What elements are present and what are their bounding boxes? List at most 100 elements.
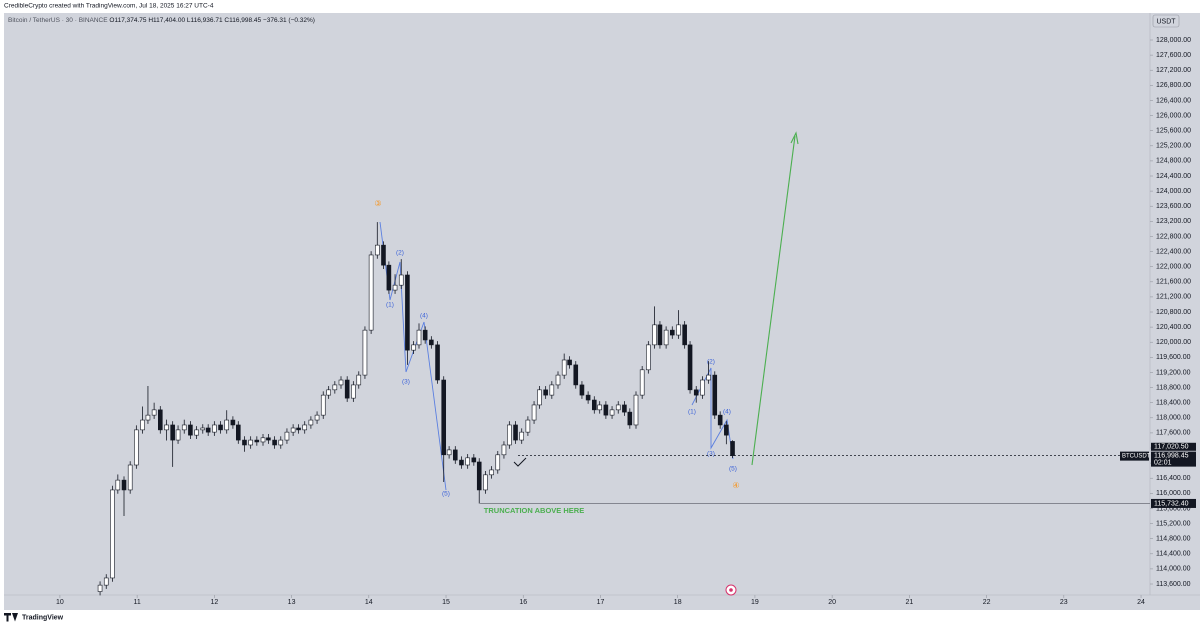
x-tick-label: 21 bbox=[905, 599, 913, 606]
candle-body bbox=[332, 384, 338, 391]
candle-body bbox=[489, 469, 494, 476]
candle-body bbox=[669, 329, 675, 336]
wave-label: (2) bbox=[707, 359, 715, 366]
candle-body bbox=[127, 464, 133, 491]
candle-body bbox=[627, 411, 633, 426]
y-tick-label: 115,600.00 bbox=[1156, 505, 1191, 512]
candle-body bbox=[188, 424, 193, 436]
candle-body bbox=[248, 439, 253, 446]
target-arrow bbox=[751, 135, 796, 466]
candle-body bbox=[121, 479, 127, 491]
y-tick-label: 122,800.00 bbox=[1156, 233, 1191, 240]
candle-body bbox=[682, 324, 687, 346]
y-tick-label: 125,600.00 bbox=[1156, 128, 1191, 135]
truncation-note: TRUNCATION ABOVE HERE bbox=[484, 506, 584, 515]
wave-label: ③ bbox=[374, 199, 381, 208]
y-tick-label: 113,600.00 bbox=[1156, 581, 1191, 588]
wave-label: (3) bbox=[402, 379, 410, 386]
y-tick-label: 122,400.00 bbox=[1156, 248, 1191, 255]
currency-box[interactable] bbox=[1152, 14, 1180, 28]
candle-body bbox=[194, 429, 199, 436]
y-tick-label: 114,800.00 bbox=[1156, 536, 1191, 543]
candle-body bbox=[260, 437, 266, 443]
currency[interactable]: USDT bbox=[1156, 18, 1176, 25]
candle-body bbox=[296, 427, 301, 431]
candle-body bbox=[302, 424, 308, 431]
candle-body bbox=[657, 324, 663, 346]
candle-body bbox=[362, 329, 368, 376]
x-tick-label: 20 bbox=[828, 599, 836, 606]
y-tick-label: 119,200.00 bbox=[1156, 369, 1191, 376]
candle-body bbox=[476, 461, 482, 491]
candle-body bbox=[561, 359, 567, 376]
legend-close: C116,998.45 bbox=[224, 17, 261, 24]
candle-body bbox=[381, 244, 386, 266]
candle-body bbox=[700, 379, 705, 396]
candle-body bbox=[416, 329, 422, 346]
wave-label: (1) bbox=[386, 302, 394, 309]
y-tick-label: 127,200.00 bbox=[1156, 67, 1191, 74]
wave-label: ④ bbox=[732, 481, 739, 490]
price-line-box bbox=[1151, 498, 1196, 508]
candle-body bbox=[411, 344, 416, 351]
candle-body bbox=[573, 364, 579, 386]
candle-body bbox=[441, 379, 447, 456]
y-tick-label: 116,000.00 bbox=[1156, 490, 1191, 497]
wave-label: (4) bbox=[420, 313, 428, 320]
candle-body bbox=[314, 414, 320, 421]
candle-body bbox=[151, 409, 157, 416]
candle-body bbox=[435, 344, 440, 381]
candle-body bbox=[495, 454, 501, 471]
y-tick-label: 123,600.00 bbox=[1156, 203, 1191, 210]
candle-body bbox=[591, 399, 597, 411]
candle-body bbox=[724, 424, 729, 436]
candle-body bbox=[320, 394, 326, 416]
candle-body bbox=[622, 404, 627, 413]
candle-body bbox=[356, 374, 362, 386]
x-tick-label: 13 bbox=[288, 599, 296, 606]
candle-body bbox=[531, 404, 537, 421]
y-tick-label: 126,000.00 bbox=[1156, 112, 1191, 119]
legend: Bitcoin / TetherUS · 30 · BINANCE O117,3… bbox=[8, 17, 315, 24]
wave-label: (5) bbox=[729, 466, 737, 473]
candle-body bbox=[663, 329, 669, 346]
y-tick-label: 124,400.00 bbox=[1156, 173, 1191, 180]
last-price-label: 116,998.45 bbox=[1154, 452, 1189, 459]
candle-body bbox=[537, 389, 542, 406]
legend-symbol: Bitcoin / TetherUS · 30 · BINANCE bbox=[8, 17, 108, 24]
candle-body bbox=[483, 474, 488, 491]
candle-body bbox=[254, 439, 260, 443]
candle-body bbox=[205, 427, 211, 433]
y-tick-label: 126,400.00 bbox=[1156, 97, 1191, 104]
candle-body bbox=[633, 394, 639, 426]
event-icon-dot bbox=[729, 588, 733, 592]
candle-body bbox=[555, 374, 561, 386]
y-tick-label: 117,600.00 bbox=[1156, 430, 1191, 437]
candle-body bbox=[429, 339, 434, 346]
candle-body bbox=[687, 344, 693, 391]
candle-body bbox=[230, 419, 236, 426]
candle-body bbox=[459, 459, 464, 466]
candle-body bbox=[224, 419, 230, 431]
candle-body bbox=[652, 324, 657, 346]
candle-body bbox=[609, 409, 615, 416]
legend-change: −376.31 (−0.32%) bbox=[263, 17, 315, 24]
candle-body bbox=[646, 344, 651, 371]
checkmark bbox=[513, 457, 527, 467]
price-line-label: 115,732.40 bbox=[1154, 500, 1189, 507]
candle-body bbox=[471, 457, 477, 463]
chart-background bbox=[4, 13, 1200, 610]
candle-body bbox=[549, 384, 555, 396]
brand: TradingView bbox=[22, 614, 64, 621]
x-tick-label: 15 bbox=[442, 599, 450, 606]
y-tick-label: 120,800.00 bbox=[1156, 309, 1191, 316]
wave-label: (3) bbox=[707, 451, 715, 458]
target-arrowhead bbox=[790, 131, 799, 145]
candle-body bbox=[465, 457, 470, 466]
candle-body bbox=[145, 414, 151, 421]
y-tick-label: 119,600.00 bbox=[1156, 354, 1191, 361]
candle-body bbox=[140, 419, 145, 431]
y-tick-label: 123,200.00 bbox=[1156, 218, 1191, 225]
candle-body bbox=[706, 374, 711, 381]
